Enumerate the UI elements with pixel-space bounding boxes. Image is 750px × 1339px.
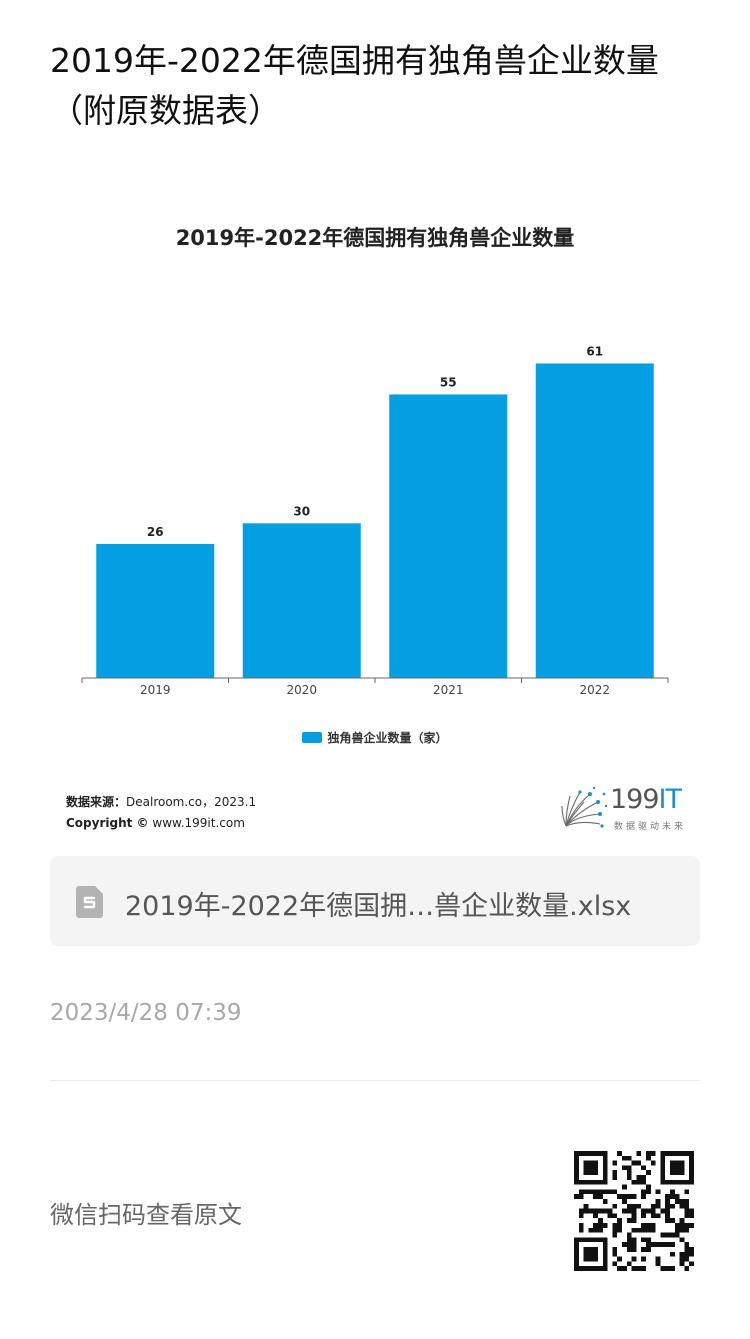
copyright-label: Copyright © bbox=[66, 816, 149, 830]
divider bbox=[50, 1080, 700, 1081]
chart-title: 2019年-2022年德国拥有独角兽企业数量 bbox=[175, 226, 575, 250]
x-tick-label-2020: 2020 bbox=[286, 683, 317, 697]
page-title: 2019年-2022年德国拥有独角兽企业数量（附原数据表） bbox=[50, 41, 659, 130]
spreadsheet-file-icon bbox=[76, 886, 103, 918]
data-label-2020: 30 bbox=[293, 504, 310, 518]
wechat-scan-label: 微信扫码查看原文 bbox=[50, 1201, 242, 1229]
bar-chart: 26 2019 30 2020 55 2021 61 2022 bbox=[81, 344, 669, 697]
copyright-value: www.199it.com bbox=[152, 816, 245, 830]
bar-2022 bbox=[535, 363, 654, 678]
logo-wordmark: 199IT bbox=[610, 784, 682, 815]
legend-label: 独角兽企业数量（家） bbox=[327, 731, 448, 745]
data-label-2021: 55 bbox=[440, 375, 457, 389]
x-tick-label-2022: 2022 bbox=[579, 683, 610, 697]
data-label-2022: 61 bbox=[586, 344, 603, 358]
attachment-file-name: 2019年-2022年德国拥…兽企业数量.xlsx bbox=[125, 891, 632, 922]
publish-timestamp: 2023/4/28 07:39 bbox=[50, 1000, 242, 1026]
chart-legend: 独角兽企业数量（家） bbox=[0, 729, 750, 746]
x-tick-label-2021: 2021 bbox=[433, 683, 464, 697]
data-label-2019: 26 bbox=[147, 525, 164, 539]
bar-2021 bbox=[389, 394, 508, 678]
source-note: 数据来源：Dealroom.co，2023.1 Copyright © www.… bbox=[66, 792, 256, 834]
logo-tagline: 数据驱动未来 bbox=[614, 822, 687, 832]
bar-2020 bbox=[242, 523, 361, 678]
source-label: 数据来源： bbox=[66, 795, 127, 809]
qr-code-icon[interactable] bbox=[574, 1151, 694, 1271]
dandelion-logo-icon bbox=[561, 786, 608, 828]
199it-logo: 199IT 数据驱动未来 bbox=[560, 784, 700, 834]
source-value: Dealroom.co，2023.1 bbox=[126, 795, 257, 809]
attachment-card[interactable]: 2019年-2022年德国拥…兽企业数量.xlsx bbox=[50, 856, 700, 946]
bar-2019 bbox=[96, 543, 215, 678]
x-tick-label-2019: 2019 bbox=[140, 683, 171, 697]
legend-swatch bbox=[302, 732, 323, 743]
